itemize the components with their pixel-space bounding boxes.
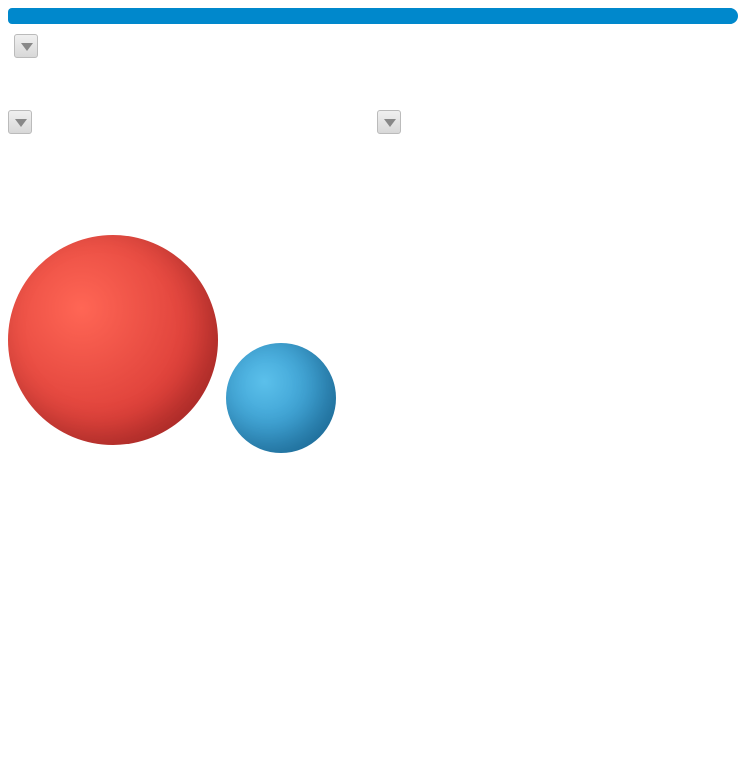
section-ets — [8, 110, 365, 490]
bubble-small — [226, 343, 336, 453]
section-capacity — [377, 110, 734, 490]
section-bat — [8, 24, 734, 96]
arrow-icon — [14, 34, 38, 58]
stacked-bar-chart — [377, 157, 734, 183]
page-title — [8, 8, 734, 24]
bubble-large — [8, 235, 218, 445]
arrow-icon — [8, 110, 32, 134]
arrow-icon — [377, 110, 401, 134]
bubble-chart — [8, 157, 365, 487]
